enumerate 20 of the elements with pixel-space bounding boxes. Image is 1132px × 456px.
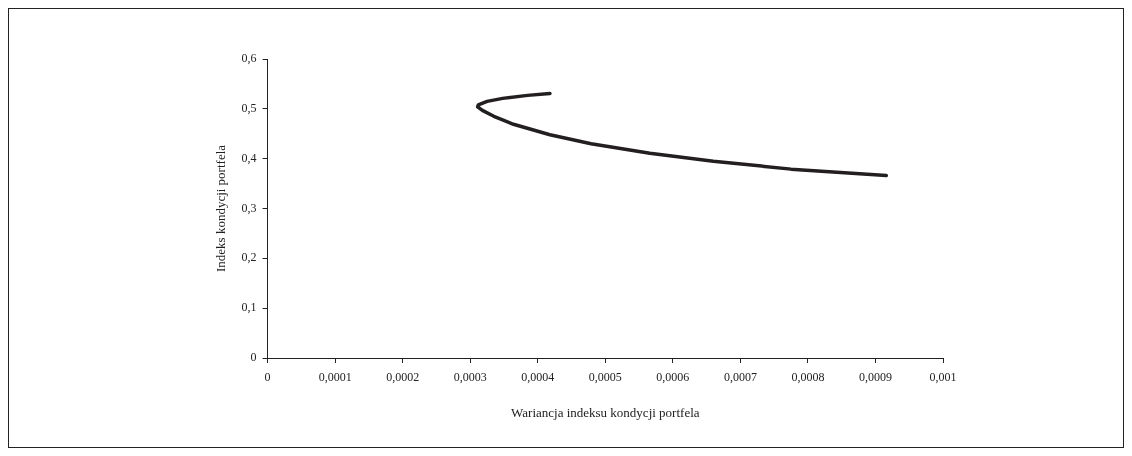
x-tick-label: 0,0005 [588,370,622,385]
x-axis-title: Wariancja indeksu kondycji portfela [511,404,700,420]
y-tick-label: 0,5 [241,100,257,115]
x-tick-label: 0,0003 [453,370,487,385]
x-tick-label: 0,001 [929,370,957,385]
y-tick-label: 0,3 [241,200,257,215]
y-tick-label: 0,2 [241,250,257,265]
y-axis-title: Indeks kondycji portfela [213,144,229,273]
x-tick-label: 0,0004 [521,370,555,385]
x-tick-label: 0,0007 [723,370,757,385]
x-tick-label: 0,0008 [791,370,825,385]
x-tick-label: 0,0009 [858,370,892,385]
y-tick-label: 0,6 [241,51,257,66]
y-tick-label: 0 [250,350,257,365]
x-tick-label: 0,0002 [386,370,420,385]
x-tick-label: 0,0006 [656,370,690,385]
y-tick-label: 0,4 [241,150,257,165]
x-tick-label: 0,0001 [318,370,352,385]
y-tick-label: 0,1 [241,300,257,315]
x-tick-label: 0 [264,370,271,385]
